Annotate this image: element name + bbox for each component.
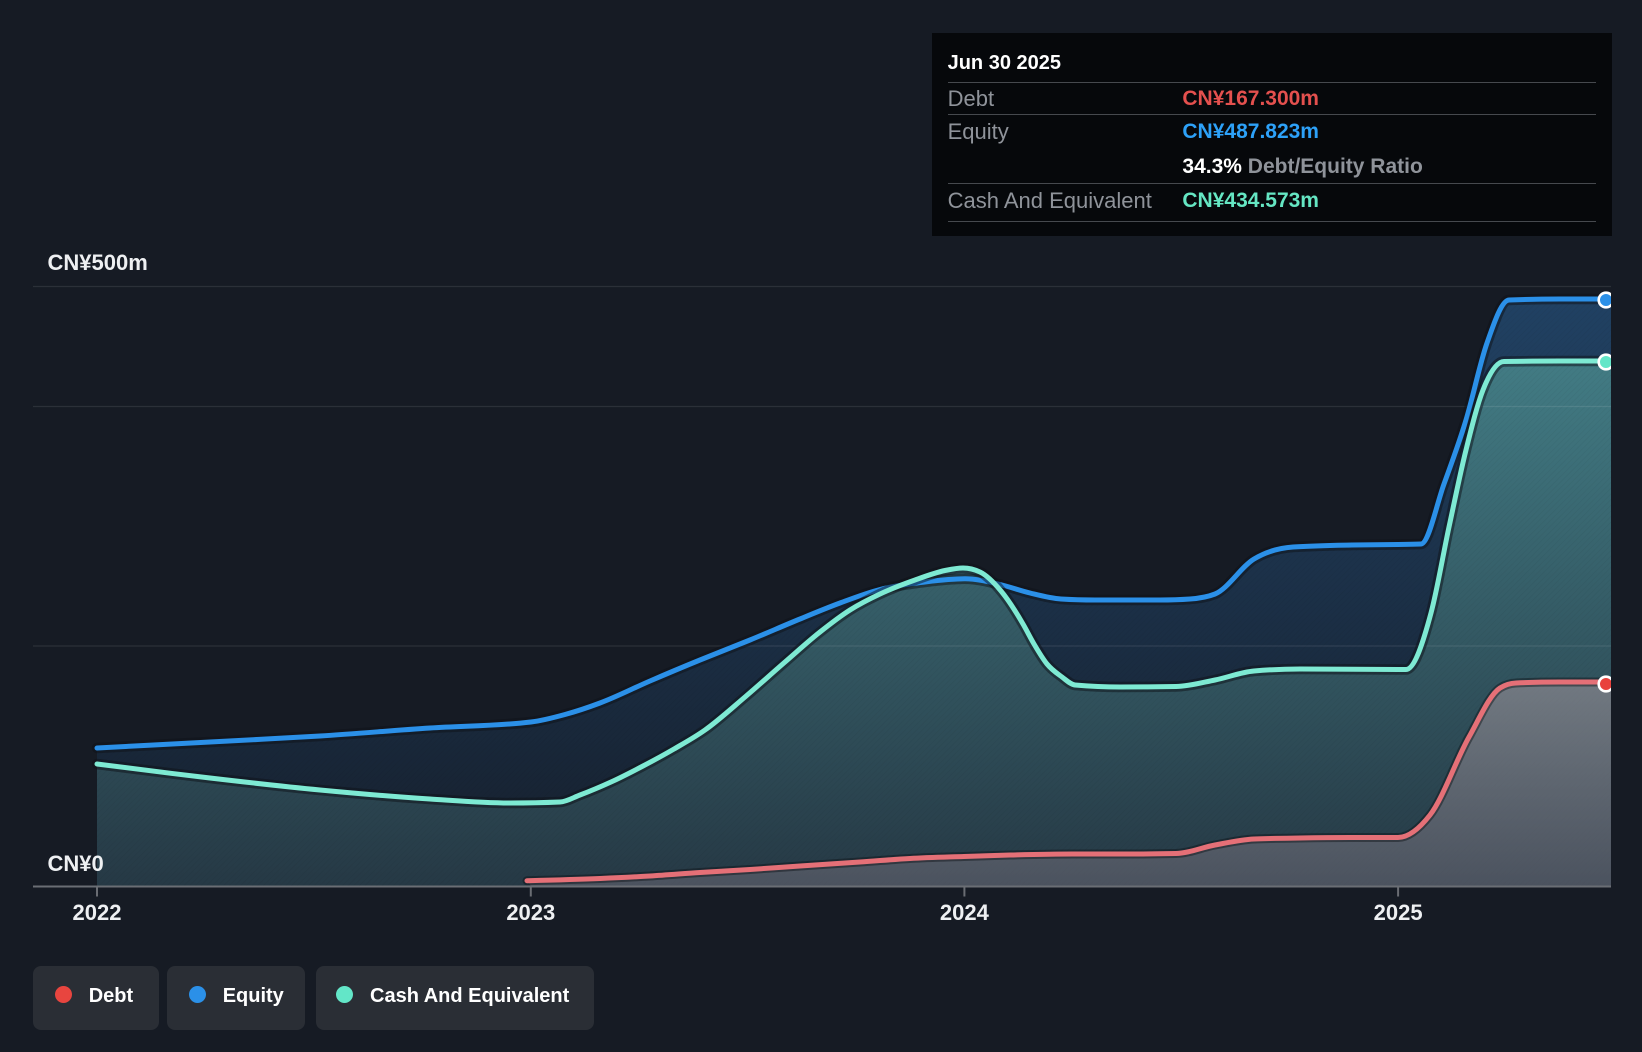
svg-text:2022: 2022 <box>73 900 122 925</box>
svg-text:2024: 2024 <box>940 900 990 925</box>
svg-text:2025: 2025 <box>1374 900 1423 925</box>
svg-text:CN¥500m: CN¥500m <box>48 250 148 275</box>
svg-text:CN¥0: CN¥0 <box>48 851 104 876</box>
svg-text:2023: 2023 <box>506 900 555 925</box>
